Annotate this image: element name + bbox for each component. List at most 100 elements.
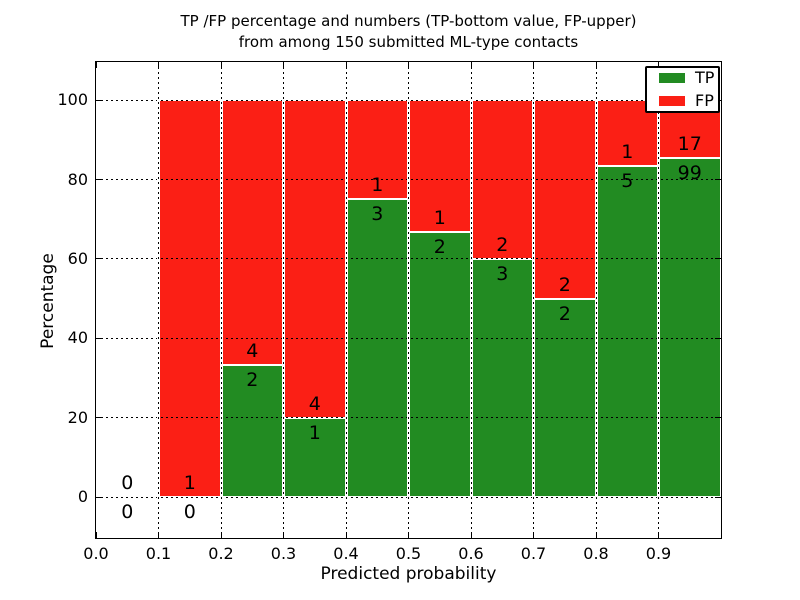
tp-count-label: 0 xyxy=(121,501,134,524)
x-gridline xyxy=(407,62,410,538)
y-tick-label: 80 xyxy=(67,169,88,189)
x-tick-label: 0.4 xyxy=(333,544,359,563)
y-tick-right xyxy=(715,496,721,498)
x-gridline xyxy=(532,62,535,538)
fp-bar xyxy=(221,100,284,365)
x-tick-bottom xyxy=(658,532,659,538)
fp-count-label: 1 xyxy=(183,472,196,495)
x-tick-bottom xyxy=(220,532,222,538)
x-gridline xyxy=(594,62,598,538)
x-gridline xyxy=(657,62,660,538)
tp-bar xyxy=(658,158,721,498)
x-tick-top xyxy=(158,62,159,68)
x-gridline-dots xyxy=(158,62,159,538)
x-gridline xyxy=(157,62,160,538)
tp-bar xyxy=(533,298,596,498)
x-tick-label: 0.7 xyxy=(520,544,547,563)
y-tick-right xyxy=(715,337,721,339)
tp-bar xyxy=(471,258,534,498)
fp-count-label: 2 xyxy=(558,273,571,296)
legend-item-label: FP xyxy=(695,91,714,110)
x-gridline-dots xyxy=(533,62,534,538)
y-tick-left xyxy=(96,179,102,180)
x-gridline-dots xyxy=(470,62,472,538)
y-tick-label: 0 xyxy=(77,487,88,507)
x-gridline-dots xyxy=(658,62,659,538)
y-tick-left xyxy=(96,258,102,260)
y-tick-right xyxy=(715,179,721,180)
x-tick-bottom xyxy=(158,532,159,538)
legend-item: FP xyxy=(659,93,718,109)
tp-bar xyxy=(408,232,471,498)
x-tick-label: 0.5 xyxy=(395,544,422,563)
x-gridline-dots xyxy=(283,62,284,538)
x-gridline xyxy=(219,62,223,538)
x-tick-bottom xyxy=(283,532,284,538)
y-tick-left xyxy=(96,496,102,498)
y-tick-label: 20 xyxy=(67,407,88,427)
tp-count-label: 1 xyxy=(308,421,321,444)
x-gridline xyxy=(469,62,473,538)
x-tick-top xyxy=(470,62,472,68)
x-tick-top xyxy=(220,62,222,68)
y-axis-label: Percentage xyxy=(38,253,58,349)
x-tick-label: 0.9 xyxy=(645,544,672,563)
y-tick-label: 60 xyxy=(67,248,88,268)
fp-count-label: 1 xyxy=(433,207,446,230)
x-gridline-dots xyxy=(595,62,597,538)
x-tick-label: 0.3 xyxy=(270,544,297,563)
legend-item: TP xyxy=(659,70,718,86)
x-tick-top xyxy=(658,62,659,68)
fp-count-label: 4 xyxy=(308,392,321,415)
plot-area xyxy=(95,61,722,539)
tp-count-label: 2 xyxy=(246,368,259,391)
x-tick-top xyxy=(345,62,347,68)
x-tick-label: 0.2 xyxy=(208,544,234,563)
legend: TP FP xyxy=(645,66,720,113)
x-gridline-dots xyxy=(220,62,222,538)
x-axis-label: Predicted probability xyxy=(320,564,497,584)
x-tick-top xyxy=(283,62,284,68)
y-tick-left xyxy=(96,417,102,419)
x-tick-bottom xyxy=(595,532,597,538)
x-tick-bottom xyxy=(345,532,347,538)
fp-count-label: 4 xyxy=(246,339,259,362)
x-gridline xyxy=(344,62,348,538)
tp-count-label: 2 xyxy=(433,236,446,259)
x-tick-bottom xyxy=(408,532,409,538)
x-tick-label: 0.8 xyxy=(583,544,609,563)
x-gridline xyxy=(282,62,285,538)
y-tick-left xyxy=(96,99,102,101)
chart-title-line1: TP /FP percentage and numbers (TP-bottom… xyxy=(180,12,637,30)
y-tick-label: 40 xyxy=(67,328,88,348)
chart-title-line2: from among 150 submitted ML-type contact… xyxy=(238,33,579,51)
tp-legend-swatch xyxy=(659,73,685,83)
x-gridline-dots xyxy=(345,62,347,538)
fp-count-label: 1 xyxy=(621,141,634,164)
x-tick-top xyxy=(595,62,597,68)
x-tick-label: 0.6 xyxy=(458,544,484,563)
fp-count-label: 0 xyxy=(121,472,134,495)
fp-bar xyxy=(158,100,221,498)
y-tick-left xyxy=(96,337,102,339)
x-tick-top xyxy=(95,62,97,68)
fp-bar xyxy=(533,100,596,299)
x-tick-bottom xyxy=(95,532,97,538)
tp-bar xyxy=(346,199,409,498)
y-tick-label: 100 xyxy=(57,90,88,110)
fp-count-label: 17 xyxy=(677,133,702,156)
chart-title: TP /FP percentage and numbers (TP-bottom… xyxy=(96,11,721,53)
tp-count-label: 5 xyxy=(621,170,634,193)
x-tick-label: 0.1 xyxy=(145,544,172,563)
y-tick-right xyxy=(715,417,721,419)
tp-count-label: 3 xyxy=(496,262,509,285)
x-tick-bottom xyxy=(470,532,472,538)
tp-count-label: 2 xyxy=(558,302,571,325)
tp-bar xyxy=(283,417,346,498)
x-tick-top xyxy=(533,62,534,68)
tp-count-label: 3 xyxy=(371,203,384,226)
fp-legend-swatch xyxy=(659,96,685,106)
fp-count-label: 2 xyxy=(496,233,509,256)
tp-count-label: 0 xyxy=(183,501,196,524)
